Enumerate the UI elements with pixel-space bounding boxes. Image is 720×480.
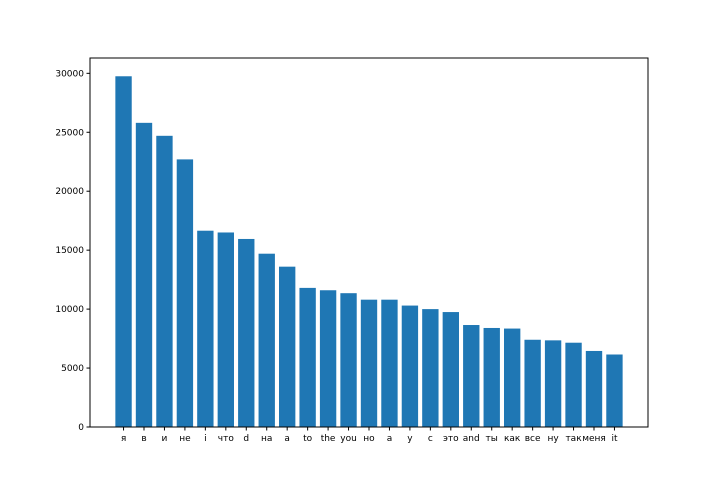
bar-13 [381, 299, 398, 427]
bar-11 [340, 293, 357, 427]
y-axis: 0 5000 10000 15000 20000 25000 30000 [55, 69, 90, 433]
y-tick-label: 0 [78, 423, 84, 433]
plot-frame [89, 57, 649, 428]
bar-5 [217, 232, 234, 427]
bar-15 [422, 309, 439, 427]
x-tick-label: не [179, 434, 191, 444]
bar-18 [483, 327, 500, 427]
bar-16 [442, 312, 459, 427]
bar-9 [299, 287, 316, 427]
x-tick-label: ну [547, 434, 559, 444]
bar-23 [585, 350, 603, 427]
x-tick-label: у [407, 434, 413, 444]
x-tick-label: все [525, 434, 541, 444]
x-tick-label: a [284, 434, 290, 444]
bar-10 [319, 290, 337, 427]
x-tick-label: так [565, 434, 582, 444]
x-tick-label: the [321, 434, 336, 444]
bar-14 [401, 305, 419, 427]
y-tick-label: 5000 [61, 364, 84, 374]
x-tick-label: меня [582, 434, 606, 444]
bar-6 [238, 238, 255, 427]
x-tick-label: на [261, 434, 272, 444]
bar-12 [360, 299, 378, 427]
x-tick-label: что [218, 434, 235, 444]
bar-1 [135, 122, 153, 427]
x-tick-label: в [141, 434, 146, 444]
x-tick-label: с [428, 434, 433, 444]
y-tick-label: 10000 [55, 305, 84, 315]
x-tick-label: d [243, 434, 249, 444]
x-tick-label: to [303, 434, 313, 444]
bar-8 [279, 266, 296, 427]
bar-0 [115, 76, 132, 428]
x-tick-label: it [611, 434, 618, 444]
x-tick-label: i [204, 434, 207, 444]
x-tick-label: а [387, 434, 393, 444]
bar-21 [544, 340, 562, 427]
x-tick-label: и [162, 434, 168, 444]
x-tick-label: я [121, 434, 126, 444]
bar-22 [565, 342, 582, 427]
bar-24 [606, 354, 623, 427]
bar-7 [258, 253, 275, 427]
bar-17 [463, 325, 480, 427]
x-tick-label: как [504, 434, 521, 444]
x-tick-label: это [443, 434, 459, 444]
x-tick-label: но [363, 434, 375, 444]
bar-4 [197, 230, 214, 427]
x-tick-label: ты [486, 434, 498, 444]
bar-20 [524, 339, 541, 427]
bar-series [115, 76, 623, 428]
y-tick-label: 30000 [55, 69, 84, 79]
x-axis: я в и не i что d на a to the you но а у с это and ты как все… [121, 427, 618, 444]
bar-2 [156, 135, 173, 427]
x-tick-label: and [463, 434, 480, 444]
y-tick-label: 20000 [55, 187, 84, 197]
x-tick-label: you [340, 434, 357, 444]
bar-3 [176, 159, 194, 427]
y-tick-label: 15000 [55, 246, 84, 256]
y-tick-label: 25000 [55, 128, 84, 138]
bar-19 [504, 328, 521, 427]
